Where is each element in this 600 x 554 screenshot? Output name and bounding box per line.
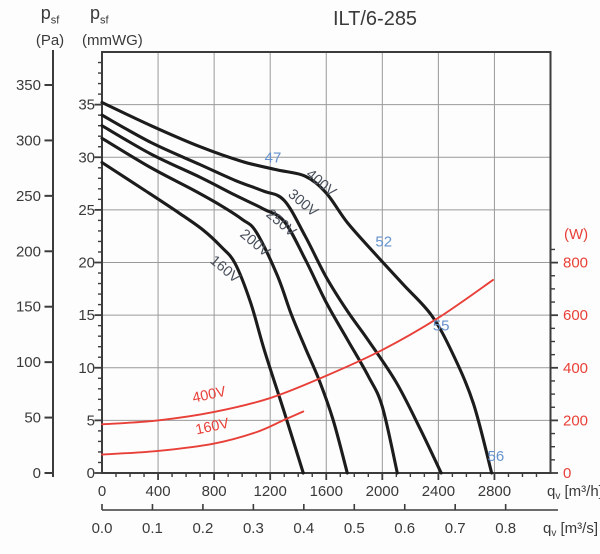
mmwg-axis-symbol: psf xyxy=(90,3,109,27)
sound-level-label: 55 xyxy=(433,318,450,335)
fan-curve-160v xyxy=(100,160,305,475)
power-axis-unit: (W) xyxy=(564,226,588,243)
flow-symbol: q xyxy=(543,520,551,537)
axis-ticks xyxy=(94,61,558,511)
power-curve-400v xyxy=(101,279,494,426)
fan-curve-label-160v: 160V xyxy=(207,253,243,287)
sound-level-label: 52 xyxy=(375,233,392,250)
flow-symbol-sub: v xyxy=(551,528,556,539)
pa-axis xyxy=(44,50,54,477)
flow-m3h-axis-label: qv [m³/h] xyxy=(547,483,600,502)
power-tick-label: 800 xyxy=(563,255,588,272)
power-tick-label: 0 xyxy=(563,465,571,482)
gridlines xyxy=(102,52,551,473)
pa-tick-label: 150 xyxy=(16,299,41,316)
power-curve-label-400v: 400V xyxy=(191,384,228,407)
fan-curve-label-300v: 300V xyxy=(285,186,321,220)
flow-m3h-tick-label: 2000 xyxy=(366,483,399,500)
flow-m3s-tick-label: 0.3 xyxy=(243,520,264,537)
power-curves xyxy=(101,279,494,456)
mmwg-axis-unit: (mmWG) xyxy=(82,31,143,49)
chart-title: ILT/6-285 xyxy=(332,8,418,30)
power-tick-label: 600 xyxy=(563,307,588,324)
pa-tick-label: 250 xyxy=(16,188,41,205)
mmwg-tick-label: 30 xyxy=(78,149,95,166)
pa-axis-symbol: psf xyxy=(40,3,60,27)
flow-m3h-tick-label: 2800 xyxy=(478,483,511,500)
flow-m3s-tick-label: 0.2 xyxy=(192,520,213,537)
flow-symbol-sub: v xyxy=(555,491,560,502)
pa-tick-label: 350 xyxy=(16,77,41,94)
mmwg-tick-label: 5 xyxy=(87,412,95,429)
sound-level-label: 56 xyxy=(487,448,504,465)
pa-tick-label: 100 xyxy=(16,354,41,371)
fan-curve-250v xyxy=(100,124,399,475)
mmwg-tick-label: 0 xyxy=(87,465,95,482)
flow-unit: [m³/h] xyxy=(560,483,600,500)
flow-m3s-tick-label: 0.1 xyxy=(142,520,163,537)
flow-m3h-tick-label: 800 xyxy=(202,483,227,500)
pa-axis-unit: (Pa) xyxy=(35,31,65,49)
flow-m3s-axis-label: qv [m³/s] xyxy=(543,520,598,539)
flow-m3s-tick-label: 0.5 xyxy=(344,520,365,537)
sound-level-label: 47 xyxy=(265,149,282,166)
power-curve-label-160v: 160V xyxy=(194,416,231,439)
mmwg-tick-label: 35 xyxy=(78,97,95,114)
flow-m3h-tick-label: 400 xyxy=(146,483,171,500)
mmwg-tick-label: 25 xyxy=(78,202,95,219)
flow-m3h-tick-label: 2400 xyxy=(422,483,455,500)
fan-curve-200v xyxy=(100,136,349,475)
fan-curve-400v xyxy=(100,100,494,475)
mmwg-axis-header: psf (mmWG) xyxy=(82,4,143,50)
axis-tick-labels: 0501001502002503003500510152025303502004… xyxy=(16,77,600,539)
mmwg-tick-label: 20 xyxy=(78,255,95,272)
flow-m3s-tick-label: 0.0 xyxy=(92,520,113,537)
power-tick-label: 200 xyxy=(563,412,588,429)
pa-tick-label: 200 xyxy=(16,243,41,260)
flow-symbol: q xyxy=(547,483,555,500)
flow-m3s-tick-label: 0.8 xyxy=(495,520,516,537)
fan-curve-label-400v: 400V xyxy=(303,166,339,200)
flow-m3s-tick-label: 0.4 xyxy=(293,520,314,537)
pa-tick-label: 50 xyxy=(24,410,41,427)
pa-axis-header: psf (Pa) xyxy=(26,4,74,50)
pa-tick-label: 0 xyxy=(33,465,41,482)
power-curve-160v xyxy=(101,410,305,456)
flow-m3h-tick-label: 1600 xyxy=(310,483,343,500)
flow-m3h-tick-label: 1200 xyxy=(254,483,287,500)
power-tick-label: 400 xyxy=(563,360,588,377)
flow-m3s-tick-label: 0.6 xyxy=(394,520,415,537)
flow-m3h-tick-label: 0 xyxy=(98,483,106,500)
flow-m3s-tick-label: 0.7 xyxy=(445,520,466,537)
flow-unit: [m³/s] xyxy=(556,520,598,537)
fan-curve-300v xyxy=(100,113,443,475)
fan-curves xyxy=(100,100,494,475)
pa-tick-label: 300 xyxy=(16,132,41,149)
mmwg-tick-label: 15 xyxy=(78,307,95,324)
mmwg-tick-label: 10 xyxy=(78,360,95,377)
